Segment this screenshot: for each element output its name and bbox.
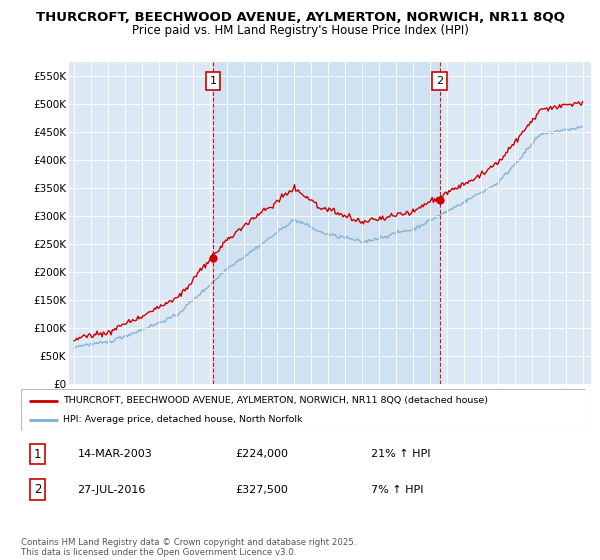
Text: 1: 1 <box>209 76 217 86</box>
Text: Price paid vs. HM Land Registry's House Price Index (HPI): Price paid vs. HM Land Registry's House … <box>131 24 469 36</box>
Bar <box>213 62 440 384</box>
Text: Contains HM Land Registry data © Crown copyright and database right 2025.
This d: Contains HM Land Registry data © Crown c… <box>21 538 356 557</box>
FancyBboxPatch shape <box>21 389 585 431</box>
Text: 21% ↑ HPI: 21% ↑ HPI <box>371 449 430 459</box>
Text: £224,000: £224,000 <box>235 449 289 459</box>
Text: 1: 1 <box>34 447 41 461</box>
Text: THURCROFT, BEECHWOOD AVENUE, AYLMERTON, NORWICH, NR11 8QQ: THURCROFT, BEECHWOOD AVENUE, AYLMERTON, … <box>35 11 565 24</box>
Text: THURCROFT, BEECHWOOD AVENUE, AYLMERTON, NORWICH, NR11 8QQ (detached house): THURCROFT, BEECHWOOD AVENUE, AYLMERTON, … <box>64 396 488 405</box>
Text: 27-JUL-2016: 27-JUL-2016 <box>77 485 146 494</box>
Text: 2: 2 <box>436 76 443 86</box>
Text: 7% ↑ HPI: 7% ↑ HPI <box>371 485 423 494</box>
Text: HPI: Average price, detached house, North Norfolk: HPI: Average price, detached house, Nort… <box>64 416 303 424</box>
Text: 14-MAR-2003: 14-MAR-2003 <box>77 449 152 459</box>
Text: 2: 2 <box>34 483 41 496</box>
Text: £327,500: £327,500 <box>235 485 288 494</box>
